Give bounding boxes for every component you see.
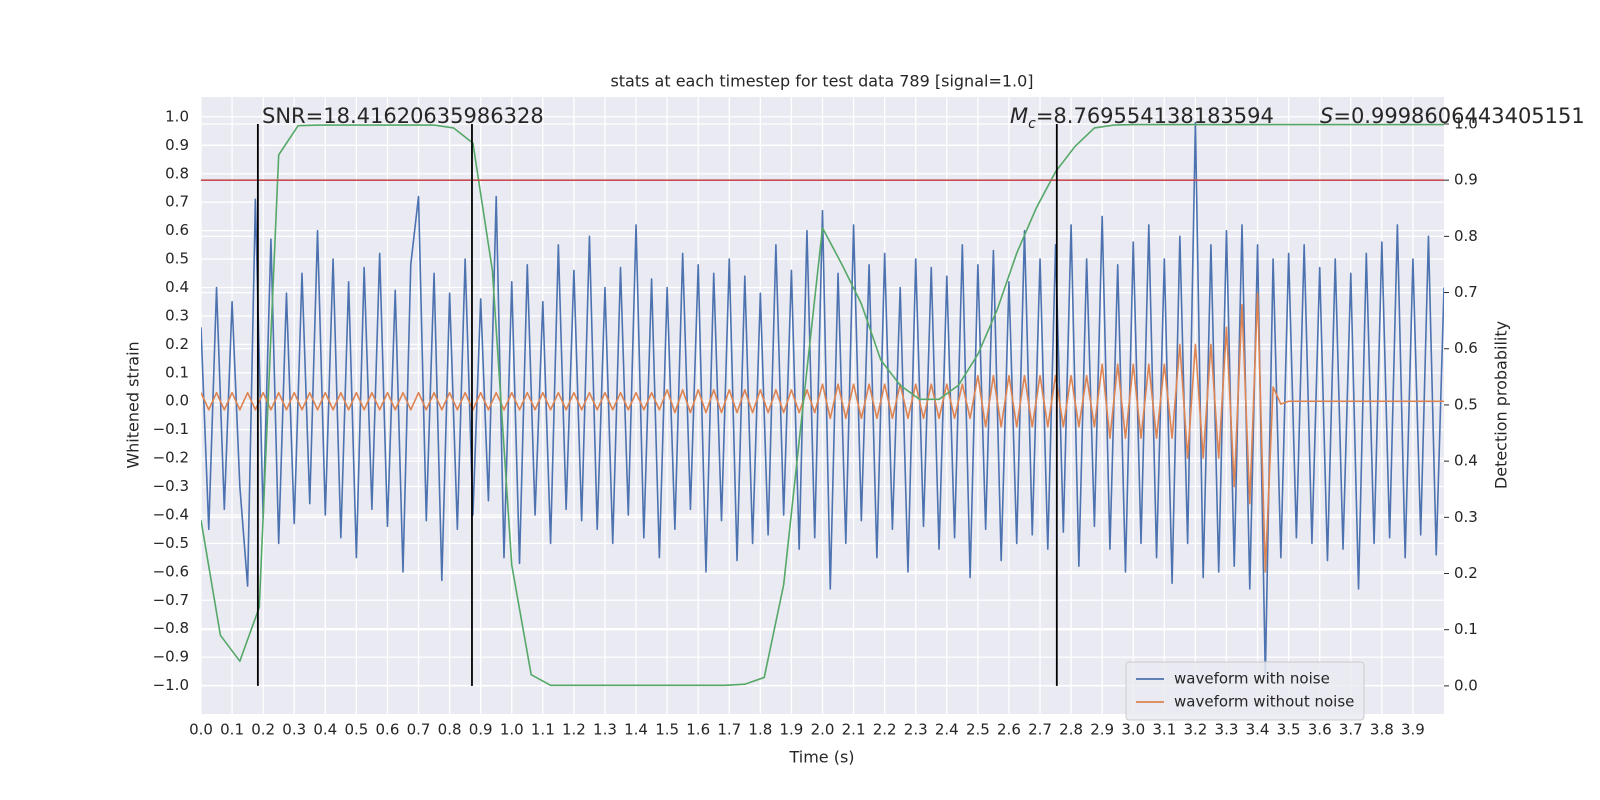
x-tick-label: 2.7 (1028, 721, 1052, 739)
series-line (201, 123, 1444, 687)
y2-tick-label: 0.7 (1454, 283, 1478, 301)
x-tick-label: 3.0 (1121, 721, 1145, 739)
annotation-symbol: M (1010, 104, 1028, 128)
x-tick-label: 1.6 (686, 721, 710, 739)
x-tick-label: 3.3 (1215, 721, 1239, 739)
plot-area (201, 121, 1444, 687)
annotation-text: SNR=18.41620635986328 (262, 104, 544, 128)
x-tick-label: 3.1 (1152, 721, 1176, 739)
y-tick-label: 0.8 (165, 164, 189, 182)
x-tick-label: 0.6 (376, 721, 400, 739)
y2-tick-label: 0.9 (1454, 171, 1478, 189)
x-tick-label: 0.0 (189, 721, 213, 739)
x-tick-label: 2.0 (811, 721, 835, 739)
legend-label: waveform without noise (1174, 693, 1354, 711)
x-tick-label: 1.5 (655, 721, 679, 739)
y-tick-label: −1.0 (153, 676, 189, 694)
x-tick-label: 2.1 (842, 721, 866, 739)
y-tick-label: 0.2 (165, 335, 189, 353)
x-tick-label: 2.4 (935, 721, 959, 739)
y2-tick-label: 0.2 (1454, 564, 1478, 582)
y-tick-label: 1.0 (165, 107, 189, 125)
x-tick-label: 1.7 (717, 721, 741, 739)
annotation: SNR=18.41620635986328 (262, 104, 544, 128)
y-tick-label: −0.3 (153, 477, 189, 495)
y-tick-label: 0.6 (165, 221, 189, 239)
y-tick-label: −0.4 (153, 505, 189, 523)
y2-tick-label: 1.0 (1454, 114, 1478, 132)
y2-tick-label: 0.5 (1454, 395, 1478, 413)
x-tick-label: 1.4 (624, 721, 648, 739)
y2-axis-label: Detection probability (1492, 321, 1511, 489)
x-tick-label: 3.8 (1370, 721, 1394, 739)
x-tick-label: 2.5 (966, 721, 990, 739)
y-tick-label: 0.1 (165, 363, 189, 381)
x-tick-label: 0.5 (344, 721, 368, 739)
chart-title: stats at each timestep for test data 789… (610, 72, 1033, 91)
x-axis-label: Time (s) (788, 748, 854, 767)
x-tick-label: 3.7 (1339, 721, 1363, 739)
y2-tick-label: 0.3 (1454, 508, 1478, 526)
x-tick-label: 0.1 (220, 721, 244, 739)
y2-tick-label: 0.0 (1454, 676, 1478, 694)
y-tick-label: −0.6 (153, 562, 189, 580)
x-tick-label: 2.6 (997, 721, 1021, 739)
series-line (201, 121, 1444, 678)
y-tick-label: 0.9 (165, 136, 189, 154)
y-tick-label: −0.5 (153, 534, 189, 552)
x-tick-label: 3.6 (1308, 721, 1332, 739)
y-tick-label: −0.1 (153, 420, 189, 438)
annotation-text: =8.769554138183594 (1036, 104, 1274, 128)
annotation-text: =0.9998606443405151 (1333, 104, 1584, 128)
series-line (201, 292, 1444, 573)
x-tick-label: 1.2 (562, 721, 586, 739)
x-tick-label: 1.0 (500, 721, 524, 739)
x-tick-label: 0.7 (407, 721, 431, 739)
x-tick-label: 2.9 (1090, 721, 1114, 739)
y-axis-label: Whitened strain (124, 341, 143, 468)
x-tick-label: 1.9 (779, 721, 803, 739)
annotation: Mc=8.769554138183594 (1010, 104, 1274, 132)
y2-tick-label: 0.8 (1454, 227, 1478, 245)
y-tick-label: 0.5 (165, 250, 189, 268)
legend-label: waveform with noise (1174, 670, 1330, 688)
y2-tick-label: 0.6 (1454, 339, 1478, 357)
x-tick-label: 0.9 (469, 721, 493, 739)
x-tick-label: 1.3 (593, 721, 617, 739)
x-tick-label: 0.3 (282, 721, 306, 739)
y-tick-label: 0.7 (165, 193, 189, 211)
x-tick-label: 3.9 (1401, 721, 1425, 739)
annotation-symbol: S (1320, 104, 1333, 128)
x-tick-label: 2.3 (904, 721, 928, 739)
x-tick-label: 3.2 (1183, 721, 1207, 739)
y-tick-label: −0.9 (153, 648, 189, 666)
x-tick-label: 1.8 (748, 721, 772, 739)
annotation-subscript: c (1028, 116, 1036, 132)
y-tick-label: 0.4 (165, 278, 189, 296)
x-tick-label: 2.2 (873, 721, 897, 739)
x-tick-label: 1.1 (531, 721, 555, 739)
legend-box (1125, 661, 1365, 721)
y2-tick-label: 0.1 (1454, 620, 1478, 638)
x-tick-label: 3.5 (1277, 721, 1301, 739)
x-tick-label: 0.4 (313, 721, 337, 739)
y-tick-label: −0.8 (153, 619, 189, 637)
annotation: S=0.9998606443405151 (1320, 104, 1585, 128)
y-tick-label: 0.0 (165, 392, 189, 410)
x-tick-label: 2.8 (1059, 721, 1083, 739)
y-tick-label: 0.3 (165, 306, 189, 324)
x-tick-label: 0.2 (251, 721, 275, 739)
x-tick-label: 3.4 (1246, 721, 1270, 739)
y2-tick-label: 0.4 (1454, 452, 1478, 470)
y-tick-label: −0.2 (153, 449, 189, 467)
y-tick-label: −0.7 (153, 591, 189, 609)
x-tick-label: 0.8 (438, 721, 462, 739)
